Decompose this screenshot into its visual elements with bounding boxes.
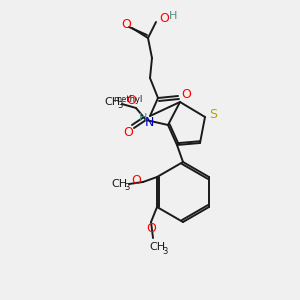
Text: O: O xyxy=(123,125,133,139)
Text: 3: 3 xyxy=(124,184,130,193)
Text: O: O xyxy=(126,94,136,107)
Text: O: O xyxy=(131,173,141,187)
Text: S: S xyxy=(209,107,217,121)
Text: N: N xyxy=(144,116,154,128)
Text: O: O xyxy=(159,13,169,26)
Text: CH: CH xyxy=(149,242,165,252)
Text: H: H xyxy=(169,11,177,21)
Text: O: O xyxy=(181,88,191,100)
Text: O: O xyxy=(121,19,131,32)
Text: CH: CH xyxy=(104,97,120,107)
Text: CH: CH xyxy=(111,179,127,189)
Text: methyl: methyl xyxy=(113,95,143,104)
Text: 3: 3 xyxy=(117,101,123,110)
Text: O: O xyxy=(146,223,156,236)
Text: 3: 3 xyxy=(162,247,168,256)
Text: H: H xyxy=(139,113,147,123)
